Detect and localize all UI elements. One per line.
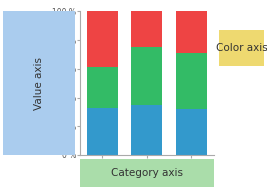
Bar bbox=[131, 105, 162, 155]
Bar bbox=[176, 53, 207, 109]
Bar bbox=[176, 109, 207, 155]
Bar bbox=[176, 11, 207, 53]
Bar bbox=[131, 11, 162, 47]
Text: Category axis: Category axis bbox=[111, 168, 183, 178]
Bar bbox=[87, 11, 118, 67]
Text: Value axis: Value axis bbox=[34, 57, 44, 110]
Bar bbox=[131, 47, 162, 105]
Bar bbox=[87, 67, 118, 108]
Text: Color axis: Color axis bbox=[216, 43, 267, 53]
Bar bbox=[87, 108, 118, 155]
